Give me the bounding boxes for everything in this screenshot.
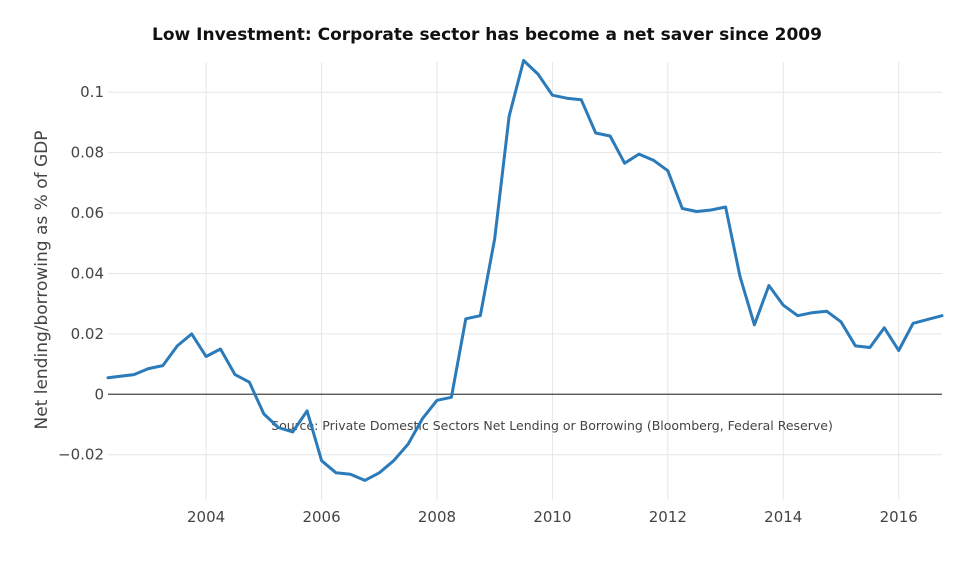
data-point [810,311,814,314]
data-point [883,326,886,329]
data-point [277,426,280,429]
data-point [450,396,453,399]
data-point [349,473,352,476]
data-point [580,98,583,102]
data-point [666,169,669,172]
data-point [464,317,467,320]
data-point [536,72,540,76]
data-point [291,430,294,434]
data-point [507,115,511,118]
data-point [479,314,482,317]
x-tick-label: 2008 [418,508,456,526]
data-point [565,97,568,100]
data-point [623,162,626,165]
data-point [839,320,843,323]
data-point [709,208,713,212]
data-point [190,332,193,336]
data-point [320,459,323,462]
data-point [911,322,915,325]
x-axis-ticks: 2004 2006 2008 2010 2012 2014 2016 [187,508,918,526]
x-tick-label: 2006 [302,508,340,526]
y-tick-label: 0.06 [71,204,104,222]
data-point [493,237,496,240]
data-point [753,323,756,326]
data-point [161,364,164,367]
data-point [796,314,799,317]
data-point [204,355,208,358]
data-point [106,376,110,379]
data-point [608,134,612,138]
data-point [695,210,698,213]
chart-title: Low Investment: Corporate sector has bec… [152,25,822,45]
data-point [132,373,136,376]
y-tick-label: 0.08 [71,144,104,162]
data-point [594,131,597,135]
y-tick-label: 0.02 [71,325,104,343]
data-point [782,304,785,307]
y-axis-label: Net lending/borrowing as % of GDP [32,130,52,429]
y-tick-label: 0.04 [71,264,104,282]
data-point [406,442,410,446]
data-point [248,381,251,384]
data-point [147,367,150,370]
data-point [363,479,366,482]
data-point [334,471,338,474]
data-point [522,59,525,62]
data-point [825,310,828,313]
data-point [233,373,237,376]
data-point [940,314,944,317]
x-gridlines [205,62,900,500]
data-point [652,159,655,162]
data-point [868,346,872,349]
data-point [262,412,265,416]
x-tick-label: 2004 [187,508,225,526]
data-point [435,399,439,402]
data-point [176,344,179,348]
x-tick-label: 2016 [880,508,918,526]
data-point [421,417,424,420]
data-point [378,471,381,474]
data-point [551,94,554,97]
data-point [392,459,395,462]
x-tick-label: 2010 [533,508,571,526]
data-point [305,409,309,413]
data-point [219,347,222,351]
data-point [681,207,684,210]
data-point [767,284,771,287]
data-point [637,152,641,156]
x-tick-label: 2014 [764,508,802,526]
series-layer [106,59,944,482]
x-tick-label: 2012 [649,508,687,526]
y-axis-ticks: −0.02 0 0.02 0.04 0.06 0.08 0.1 [58,83,104,463]
data-point [854,344,857,348]
data-point [724,205,727,209]
data-point [738,275,742,278]
source-annotation: Source: Private Domestic Sectors Net Len… [271,418,833,433]
y-tick-label: 0 [94,385,104,403]
y-tick-label: 0.1 [80,83,104,101]
y-tick-label: −0.02 [58,446,104,464]
data-point [897,349,900,352]
y-gridlines [108,91,942,456]
